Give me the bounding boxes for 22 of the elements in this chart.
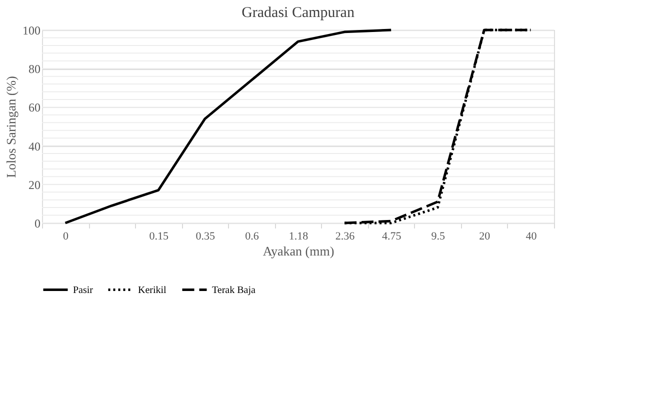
y-tick-label: 40 [28,139,40,154]
x-tick-label: 0.35 [196,230,216,242]
x-tick-label: 2.36 [335,230,356,242]
x-tick-label: 0.6 [245,230,260,242]
y-tick-label: 20 [28,178,40,192]
x-tick-label: 20 [479,230,491,242]
x-tick-label: 9.5 [431,230,446,242]
x-tick-label: 0 [63,230,70,242]
x-axis-title: Ayakan (mm) [262,244,334,258]
y-tick-label: 60 [28,100,40,115]
x-tick-label: 40 [526,230,538,242]
legend-label: Kerikil [138,284,167,296]
x-tick-label: 1.18 [288,230,309,242]
chart-title: Gradasi Campuran [242,5,355,21]
y-axis-title: Lolos Saringan (%) [4,76,18,178]
x-tick-label: 4.75 [382,230,402,242]
y-tick-label: 0 [34,216,40,230]
x-tick-label: 0.15 [149,230,169,242]
y-tick-label: 100 [22,24,40,38]
legend-label: Pasir [73,284,94,296]
y-tick-label: 80 [28,62,40,76]
legend-label: Terak Baja [212,284,256,296]
